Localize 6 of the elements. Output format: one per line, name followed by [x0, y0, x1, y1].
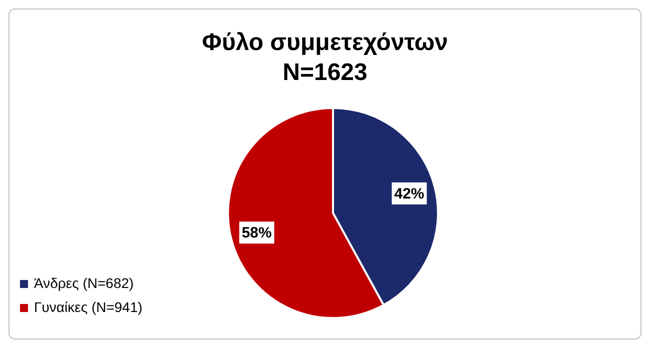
data-label: 58% [242, 224, 272, 242]
legend-label: Γυναίκες (N=941) [34, 299, 142, 315]
chart-title: Φύλο συμμετεχόντων [202, 29, 448, 56]
legend-label: Άνδρες (N=682) [34, 275, 134, 291]
data-label: 42% [394, 185, 424, 202]
chart-subtitle: N=1623 [282, 59, 368, 86]
